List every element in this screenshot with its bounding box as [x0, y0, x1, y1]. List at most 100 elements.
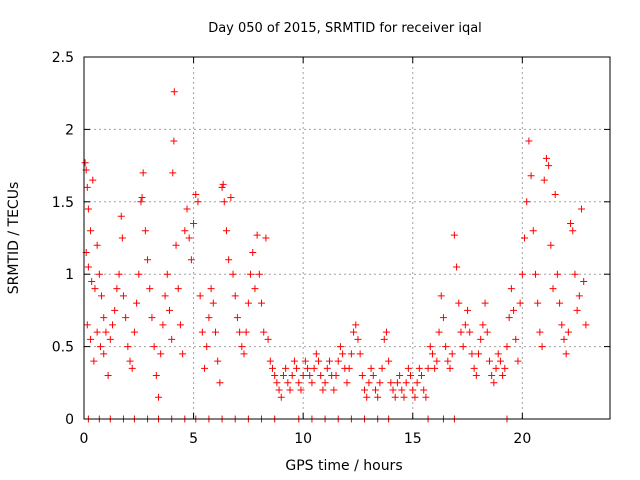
data-point — [424, 364, 432, 372]
data-point — [347, 350, 355, 358]
data-point — [315, 357, 323, 365]
data-point — [415, 364, 423, 372]
data-point — [194, 198, 202, 206]
y-tick-label: 2.5 — [52, 50, 74, 66]
data-point — [319, 386, 327, 394]
data-point — [288, 372, 296, 380]
data-point — [244, 299, 252, 307]
data-point — [212, 328, 219, 336]
data-point — [169, 169, 177, 177]
data-point — [361, 386, 369, 394]
data-point — [485, 357, 493, 365]
data-point — [185, 234, 193, 242]
data-point — [525, 137, 533, 145]
data-point — [437, 292, 445, 300]
data-point — [575, 292, 583, 300]
data-point — [98, 292, 106, 300]
data-point — [264, 335, 272, 343]
axis-ticks: 0 0.5 1 1.5 2 2.5 0 5 10 15 20 — [52, 50, 610, 447]
data-point — [266, 357, 274, 365]
data-point — [279, 372, 287, 380]
data-point — [310, 364, 318, 372]
data-point — [284, 379, 292, 387]
data-point — [439, 314, 447, 322]
data-point — [356, 350, 364, 358]
data-point — [556, 299, 564, 307]
data-point — [308, 379, 316, 387]
data-point — [472, 372, 480, 380]
data-point — [137, 198, 145, 206]
y-tick-label: 2 — [65, 122, 74, 138]
data-point — [450, 231, 458, 239]
data-point — [299, 372, 307, 380]
data-point — [400, 393, 408, 401]
data-point — [222, 227, 230, 235]
data-point — [219, 180, 227, 188]
data-point — [312, 350, 320, 358]
data-point — [240, 350, 248, 358]
data-point — [325, 357, 333, 365]
data-point — [174, 285, 182, 293]
data-point — [106, 335, 114, 343]
data-point — [115, 270, 123, 278]
data-point — [150, 343, 158, 351]
data-point — [470, 364, 478, 372]
data-point — [490, 379, 498, 387]
data-point — [128, 364, 136, 372]
data-point — [209, 299, 217, 307]
data-point — [95, 270, 103, 278]
x-tick-label: 5 — [189, 431, 198, 447]
data-point — [192, 191, 200, 199]
data-point — [521, 234, 529, 242]
data-point — [567, 220, 575, 228]
data-point — [104, 372, 112, 380]
data-point — [516, 299, 524, 307]
data-point — [398, 386, 406, 394]
data-point — [507, 285, 515, 293]
data-point — [168, 335, 176, 343]
data-point — [514, 357, 522, 365]
data-point — [336, 343, 344, 351]
x-tick-label: 10 — [294, 431, 312, 447]
data-point — [253, 231, 261, 239]
data-point — [499, 372, 507, 380]
data-point — [350, 328, 358, 336]
data-point — [352, 321, 360, 329]
data-point — [411, 393, 419, 401]
data-point — [88, 277, 96, 285]
data-point — [413, 379, 421, 387]
data-point — [426, 343, 434, 351]
data-point — [161, 292, 169, 300]
data-point — [536, 328, 544, 336]
data-point — [433, 357, 441, 365]
data-point — [571, 270, 579, 278]
data-point — [551, 191, 559, 199]
data-point — [455, 299, 463, 307]
x-tick-label: 0 — [80, 431, 89, 447]
data-point — [479, 321, 487, 329]
data-point — [553, 270, 561, 278]
data-point — [301, 357, 309, 365]
data-point — [231, 292, 239, 300]
data-point — [236, 328, 244, 336]
data-point — [233, 314, 241, 322]
data-point — [93, 328, 101, 336]
data-point — [90, 357, 98, 365]
data-point — [334, 357, 342, 365]
data-point — [564, 328, 572, 336]
data-point — [545, 162, 553, 170]
data-point — [428, 350, 436, 358]
data-point — [573, 306, 581, 314]
data-point — [330, 386, 338, 394]
data-point — [295, 379, 303, 387]
data-point — [510, 306, 518, 314]
data-point — [181, 227, 189, 235]
data-point — [170, 137, 178, 145]
data-point — [297, 386, 305, 394]
data-point — [139, 169, 147, 177]
data-point — [402, 379, 410, 387]
data-point — [172, 241, 180, 249]
data-point — [214, 357, 222, 365]
data-point — [527, 172, 535, 180]
data-point — [187, 256, 195, 264]
